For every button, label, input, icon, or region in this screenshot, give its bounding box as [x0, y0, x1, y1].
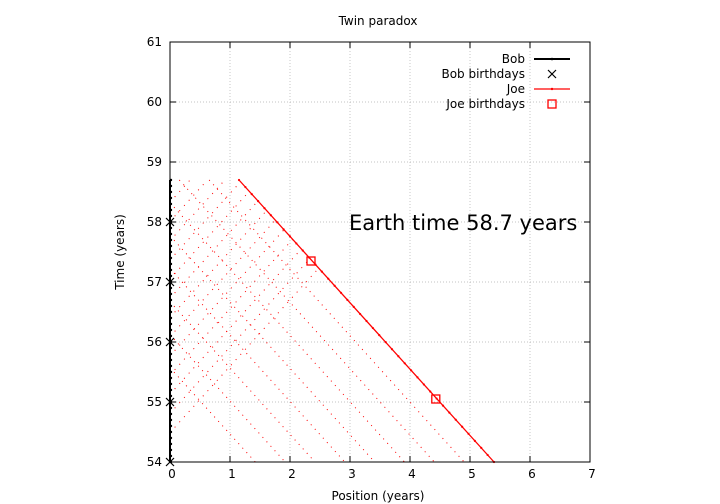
- joe-point: [288, 235, 292, 238]
- legend-label: Bob birthdays: [441, 67, 525, 81]
- joe-point: [416, 376, 419, 379]
- legend-point: [550, 57, 554, 61]
- signal-line: [169, 334, 286, 463]
- joe-point: [333, 284, 336, 287]
- grid: [170, 42, 590, 462]
- x-tick-label: 1: [228, 467, 236, 481]
- joe-point: [339, 291, 343, 294]
- signal-line: [169, 235, 376, 463]
- chart-title: Twin paradox: [338, 14, 418, 28]
- joe-point: [359, 312, 362, 316]
- joe-point: [269, 214, 272, 217]
- joe-point: [486, 453, 489, 457]
- joe-point: [276, 221, 279, 224]
- x-tick-label: 6: [528, 467, 536, 481]
- joe-birthday-marker: [431, 394, 441, 404]
- signal-line: [169, 239, 294, 376]
- y-tick-label: 59: [147, 155, 162, 169]
- joe-point: [429, 390, 432, 393]
- signal-line: [169, 179, 191, 203]
- joe-point: [352, 305, 355, 308]
- y-axis-title: Time (years): [113, 214, 127, 291]
- y-tick-label: 60: [147, 95, 162, 109]
- signal-line: [169, 268, 346, 463]
- joe-point: [454, 418, 457, 421]
- joe-birthday-marker: [306, 256, 316, 266]
- y-tick-label: 61: [147, 35, 162, 49]
- x-tick-label: 2: [288, 467, 296, 481]
- signal-line: [169, 179, 208, 222]
- plot-frame: [169, 41, 591, 463]
- x-tick-label: 0: [168, 467, 176, 481]
- legend-swatch-bob-birthdays: [547, 69, 557, 79]
- legend-label: Bob: [502, 52, 525, 66]
- signal-line: [169, 248, 302, 395]
- signal-line: [169, 301, 316, 463]
- joe-point: [448, 411, 451, 414]
- x-tick-label: 3: [348, 467, 356, 481]
- y-axis-ticks: 54 55 56 57 58 59 60 61: [147, 35, 590, 469]
- joe-point: [435, 397, 438, 400]
- x-axis-ticks: 0 1 2 3 4 5 6 7: [168, 42, 596, 481]
- joe-point: [390, 348, 394, 351]
- signal-line: [169, 210, 267, 318]
- signal-line: [169, 219, 276, 337]
- joe-point: [473, 439, 476, 442]
- joe-point: [327, 277, 330, 280]
- joe-point: [378, 334, 381, 337]
- legend-point: [550, 87, 554, 91]
- joe-point: [282, 228, 285, 231]
- joe-point: [467, 432, 470, 435]
- joe-point: [244, 185, 247, 189]
- legend-swatch-joe-birthdays: [547, 99, 557, 109]
- joe-point: [461, 425, 464, 428]
- joe-point: [480, 446, 483, 449]
- joe-point: [365, 319, 368, 323]
- legend-label: Joe: [506, 82, 525, 96]
- joe-point: [263, 207, 266, 210]
- x-tick-label: 4: [408, 467, 416, 481]
- joe-point: [384, 341, 387, 344]
- joe-point: [257, 200, 260, 203]
- joe-point: [301, 249, 304, 252]
- signal-line: [169, 200, 259, 299]
- x-axis-title: Position (years): [332, 489, 425, 503]
- y-tick-label: 55: [147, 395, 162, 409]
- joe-point: [295, 242, 298, 245]
- joe-point: [397, 355, 400, 358]
- signal-line: [169, 229, 285, 357]
- signal-line: [169, 267, 320, 433]
- x-tick-label: 5: [468, 467, 476, 481]
- y-tick-label: 54: [147, 455, 162, 469]
- joe-point: [422, 383, 425, 386]
- signal-line: [169, 191, 250, 280]
- y-tick-label: 57: [147, 275, 162, 289]
- signal-line: [169, 202, 405, 463]
- cross-stroke: [547, 69, 557, 79]
- signal-line: [169, 179, 226, 241]
- legend-label: Joe birthdays: [445, 97, 525, 111]
- joe-point: [441, 404, 445, 407]
- joe-point: [320, 270, 323, 273]
- light-signal-hatching: [169, 179, 465, 463]
- joe-point: [371, 326, 374, 330]
- signal-line: [169, 181, 241, 261]
- y-tick-label: 58: [147, 215, 162, 229]
- joe-point: [410, 369, 413, 372]
- joe-point: [237, 178, 241, 182]
- joe-point: [250, 193, 253, 196]
- earth-time-annotation: Earth time 58.7 years: [349, 211, 577, 235]
- joe-point: [346, 298, 349, 301]
- joe-point: [403, 362, 406, 365]
- y-tick-label: 56: [147, 335, 162, 349]
- x-tick-label: 7: [588, 467, 596, 481]
